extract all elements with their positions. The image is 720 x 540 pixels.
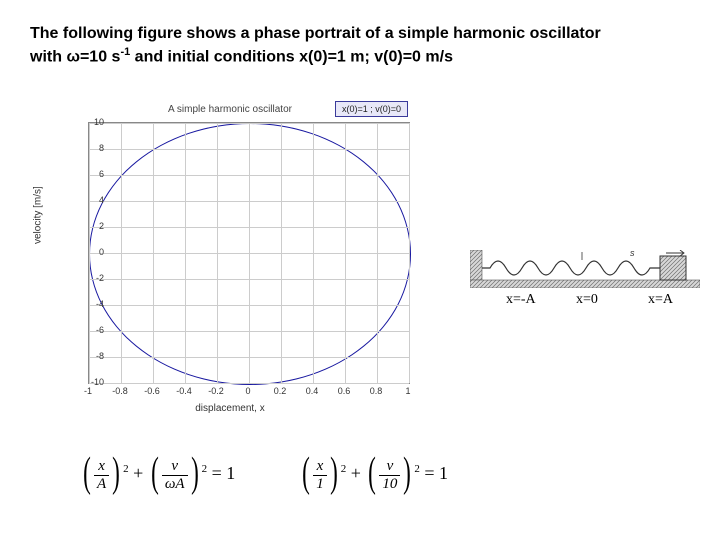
chart-legend: x(0)=1 ; v(0)=0 — [335, 101, 408, 117]
mass-block — [660, 256, 686, 280]
grid-h — [89, 227, 409, 228]
plot-area — [88, 122, 410, 384]
y-tick: -10 — [74, 377, 104, 387]
x-tick: 0.2 — [274, 386, 287, 396]
caption-sup: -1 — [120, 46, 130, 58]
s-label: s — [630, 250, 635, 258]
y-tick: 6 — [74, 169, 104, 179]
phase-portrait-chart: A simple harmonic oscillator x(0)=1 ; v(… — [30, 104, 430, 414]
y-tick: -2 — [74, 273, 104, 283]
arrow-icon — [666, 250, 684, 256]
y-tick: 10 — [74, 117, 104, 127]
caption-line-2a: with ω=10 s — [30, 48, 120, 65]
x-tick: -0.6 — [144, 386, 160, 396]
figure-caption: The following figure shows a phase portr… — [30, 24, 690, 68]
rhs-2: = 1 — [424, 463, 448, 483]
y-tick: 2 — [74, 221, 104, 231]
y-tick: -4 — [74, 299, 104, 309]
wall — [470, 250, 482, 280]
grid-h — [89, 253, 409, 254]
rhs-1: = 1 — [212, 463, 236, 483]
equation-1: (xA)2 + (vωA)2 = 1 — [80, 454, 235, 496]
equation-2: (x1)2 + (v10)2 = 1 — [299, 454, 448, 496]
spring-coil — [482, 261, 660, 275]
spring-svg: s — [470, 250, 700, 288]
y-tick: 8 — [74, 143, 104, 153]
x-tick: 0.4 — [306, 386, 319, 396]
y-tick: 0 — [74, 247, 104, 257]
grid-h — [89, 201, 409, 202]
grid-h — [89, 305, 409, 306]
x-tick: -1 — [84, 386, 92, 396]
label-pos-a: x=A — [648, 292, 673, 308]
x-tick: 0.8 — [370, 386, 383, 396]
caption-line-1: The following figure shows a phase portr… — [30, 25, 601, 42]
grid-h — [89, 331, 409, 332]
grid-h — [89, 383, 409, 384]
label-neg-a: x=-A — [506, 292, 536, 308]
x-tick: 0 — [245, 386, 250, 396]
x-tick: 0.6 — [338, 386, 351, 396]
x-tick: -0.2 — [208, 386, 224, 396]
grid-v — [409, 123, 410, 383]
plus-1: + — [133, 463, 143, 483]
y-tick: -6 — [74, 325, 104, 335]
y-axis-label: velocity [m/s] — [33, 186, 44, 244]
x-tick: 1 — [405, 386, 410, 396]
grid-h — [89, 279, 409, 280]
grid-h — [89, 149, 409, 150]
x-tick: -0.8 — [112, 386, 128, 396]
label-zero: x=0 — [576, 292, 598, 308]
plus-2: + — [351, 463, 361, 483]
phase-ellipse — [89, 123, 411, 385]
grid-h — [89, 123, 409, 124]
spring-diagram: s x=-A x=0 x=A — [470, 250, 700, 320]
y-tick: -8 — [74, 351, 104, 361]
x-tick: -0.4 — [176, 386, 192, 396]
equations: (xA)2 + (vωA)2 = 1 (x1)2 + (v10)2 = 1 — [80, 454, 510, 514]
grid-h — [89, 175, 409, 176]
y-tick: 4 — [74, 195, 104, 205]
floor — [470, 280, 700, 288]
caption-line-2b: and initial conditions x(0)=1 m; v(0)=0 … — [130, 48, 453, 65]
grid-h — [89, 357, 409, 358]
x-axis-label: displacement, x — [30, 403, 430, 414]
